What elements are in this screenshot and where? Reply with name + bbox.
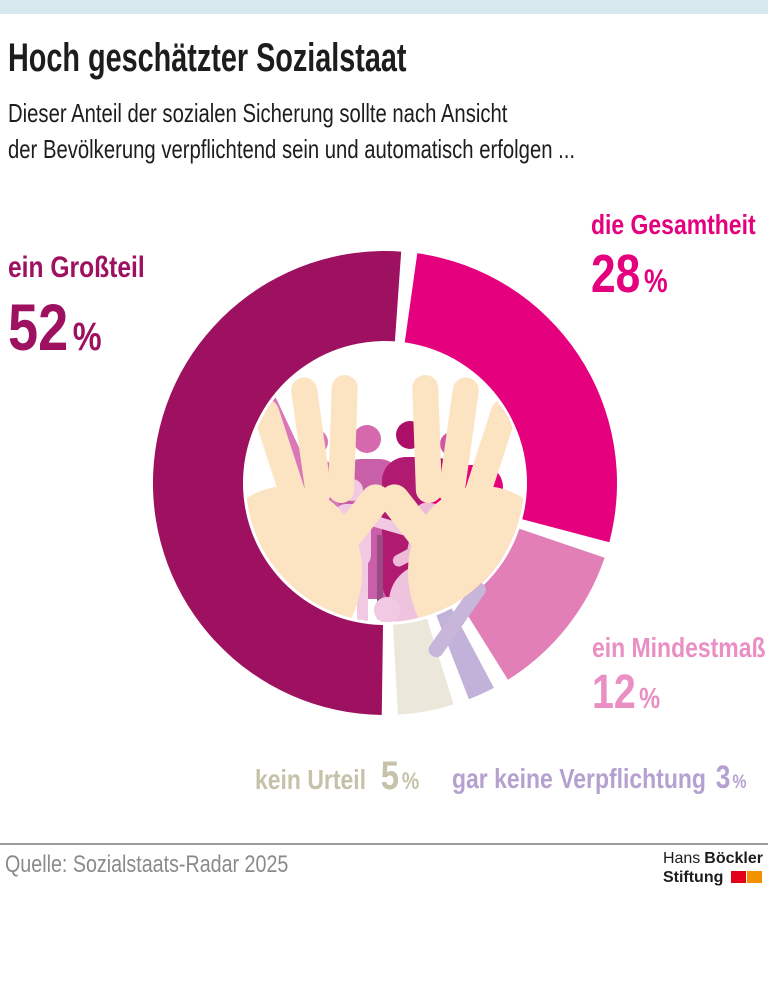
logo-red-square xyxy=(731,870,747,883)
slice-value: 5% xyxy=(380,754,420,798)
donut-chart-area xyxy=(149,247,621,719)
subtitle-line-2: der Bevölkerung verpflichtend sein und a… xyxy=(8,133,576,164)
slice-value: 3% xyxy=(715,759,747,795)
slice-label-die-gesamtheit: die Gesamtheit 28% xyxy=(591,209,756,305)
slice-label-gar-keine-verpflichtung: gar keine Verpflichtung 3% xyxy=(452,759,747,795)
logo-line-2: Stiftung xyxy=(663,869,763,888)
donut-segment-ein-mindestma- xyxy=(460,528,605,680)
slice-name: kein Urteil xyxy=(255,764,367,795)
donut-segment-die-gesamtheit xyxy=(404,253,617,543)
slice-label-ein-grossteil: ein Großteil 52% xyxy=(8,251,145,364)
slice-name: die Gesamtheit xyxy=(591,209,756,240)
slice-name: ein Großteil xyxy=(8,251,145,284)
top-accent-bar xyxy=(0,0,768,14)
slice-label-ein-mindestmass: ein Mindestmaß 12% xyxy=(592,632,766,720)
hans-boeckler-stiftung-logo: Hans Böckler Stiftung xyxy=(663,850,763,888)
donut-segment-kein-urteil xyxy=(392,618,454,715)
page-title: Hoch geschätzter Sozialstaat xyxy=(8,36,407,80)
donut-segment-ein-gro-teil xyxy=(152,251,402,715)
logo-orange-square xyxy=(747,870,763,883)
source-text: Quelle: Sozialstaats-Radar 2025 xyxy=(5,851,289,878)
donut-segments xyxy=(152,251,617,715)
wheelchair-frame-shape xyxy=(428,582,486,658)
page-subtitle: Dieser Anteil der sozialen Sicherung sol… xyxy=(8,96,575,168)
footer-divider xyxy=(0,843,768,845)
logo-line-1: Hans Böckler xyxy=(662,850,763,867)
slice-name: gar keine Verpflichtung xyxy=(452,763,706,794)
slice-label-kein-urteil: kein Urteil 5% xyxy=(255,754,420,798)
slice-name: ein Mindestmaß xyxy=(592,632,766,663)
donut-chart xyxy=(152,251,617,715)
slice-value: 12% xyxy=(592,666,661,720)
subtitle-line-1: Dieser Anteil der sozialen Sicherung sol… xyxy=(8,98,508,128)
slice-value: 28% xyxy=(591,244,668,305)
slice-value: 52% xyxy=(8,289,102,364)
